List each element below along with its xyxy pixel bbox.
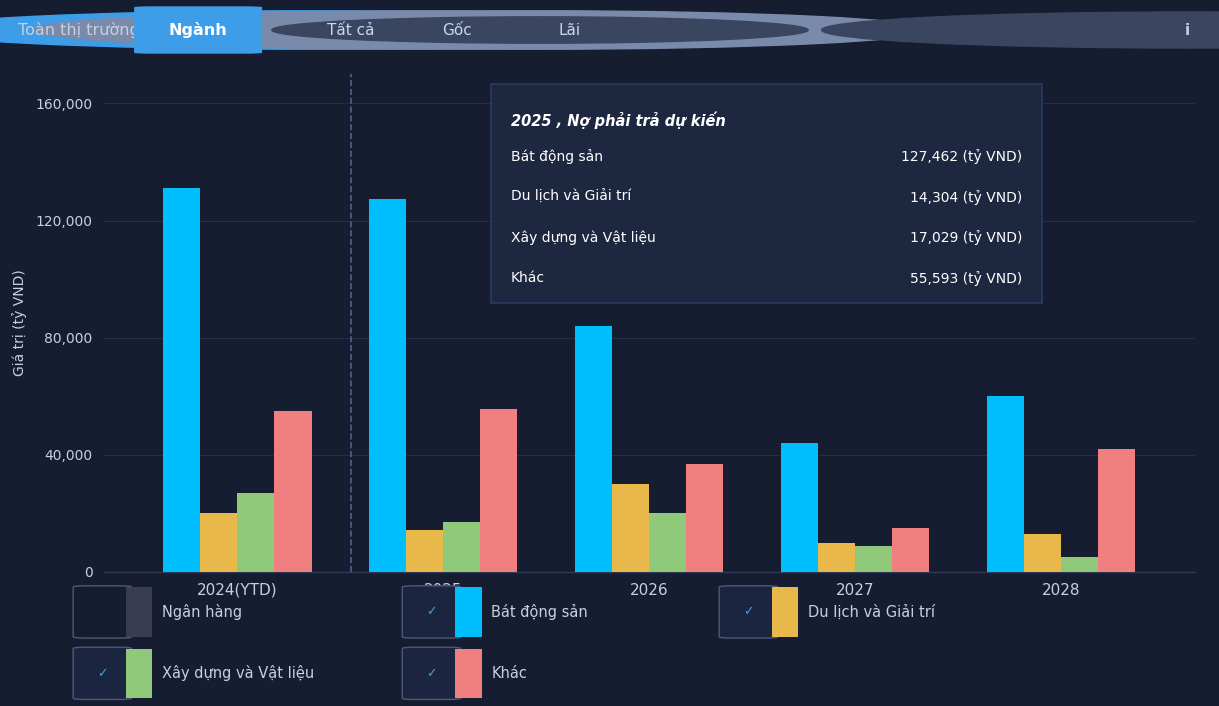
Bar — [781, 443, 818, 572]
Bar — [369, 198, 406, 572]
Bar — [238, 493, 274, 572]
Text: Tất cả: Tất cả — [327, 23, 374, 37]
Text: ✓: ✓ — [427, 606, 436, 618]
Text: 17,029 (tỷ VND): 17,029 (tỷ VND) — [909, 230, 1023, 246]
Text: Lãi: Lãi — [558, 23, 580, 37]
Circle shape — [0, 11, 698, 49]
Bar — [455, 587, 482, 637]
Text: ✓: ✓ — [427, 667, 436, 680]
Text: Gốc: Gốc — [442, 23, 472, 37]
FancyBboxPatch shape — [134, 6, 262, 54]
Text: Khác: Khác — [491, 666, 527, 681]
Text: Toàn thị trường: Toàn thị trường — [18, 22, 140, 38]
Bar — [855, 546, 892, 572]
Bar — [612, 484, 649, 572]
Text: Bát động sản: Bát động sản — [511, 149, 602, 164]
Circle shape — [822, 12, 1219, 48]
Bar — [480, 409, 517, 572]
Text: Xây dựng và Vật liệu: Xây dựng và Vật liệu — [162, 665, 315, 681]
Bar — [649, 513, 686, 572]
Text: 127,462 (tỷ VND): 127,462 (tỷ VND) — [901, 149, 1023, 164]
Circle shape — [156, 17, 692, 43]
Text: Xây dựng và Vật liệu: Xây dựng và Vật liệu — [511, 230, 656, 245]
Bar — [892, 528, 929, 572]
Text: Ngân hàng: Ngân hàng — [162, 604, 243, 620]
FancyBboxPatch shape — [73, 586, 132, 638]
Bar — [200, 513, 238, 572]
Bar — [274, 411, 312, 572]
Text: Ngành: Ngành — [168, 22, 227, 38]
Bar — [772, 587, 798, 637]
Bar — [406, 530, 444, 572]
Bar — [986, 396, 1024, 572]
Text: ✓: ✓ — [744, 606, 753, 618]
Bar — [686, 464, 723, 572]
Text: ✓: ✓ — [98, 667, 107, 680]
FancyBboxPatch shape — [402, 647, 461, 700]
Text: 14,304 (tỷ VND): 14,304 (tỷ VND) — [911, 190, 1023, 205]
FancyBboxPatch shape — [491, 84, 1042, 303]
Text: Bát động sản: Bát động sản — [491, 604, 588, 620]
Y-axis label: Giá trị (tỷ VND): Giá trị (tỷ VND) — [12, 270, 27, 376]
Bar — [1061, 557, 1098, 572]
Bar — [1024, 534, 1061, 572]
Bar — [455, 649, 482, 698]
Bar — [575, 326, 612, 572]
FancyBboxPatch shape — [719, 586, 778, 638]
Bar — [126, 587, 152, 637]
Circle shape — [272, 17, 808, 43]
Text: Du lịch và Giải trí: Du lịch và Giải trí — [511, 190, 630, 204]
FancyBboxPatch shape — [73, 647, 132, 700]
Circle shape — [150, 11, 930, 49]
Bar — [444, 522, 480, 572]
Text: 2025 , Nợ phải trả dự kiến: 2025 , Nợ phải trả dự kiến — [511, 112, 725, 129]
Text: i: i — [1185, 23, 1190, 37]
Bar — [818, 543, 855, 572]
Circle shape — [138, 22, 479, 38]
Text: Du lịch và Giải trí: Du lịch và Giải trí — [808, 604, 935, 620]
Bar — [1098, 449, 1135, 572]
Circle shape — [34, 11, 814, 49]
Text: 55,593 (tỷ VND): 55,593 (tỷ VND) — [911, 271, 1023, 286]
Bar — [126, 649, 152, 698]
Text: Khác: Khác — [511, 271, 545, 285]
Bar — [163, 189, 200, 572]
FancyBboxPatch shape — [402, 586, 461, 638]
